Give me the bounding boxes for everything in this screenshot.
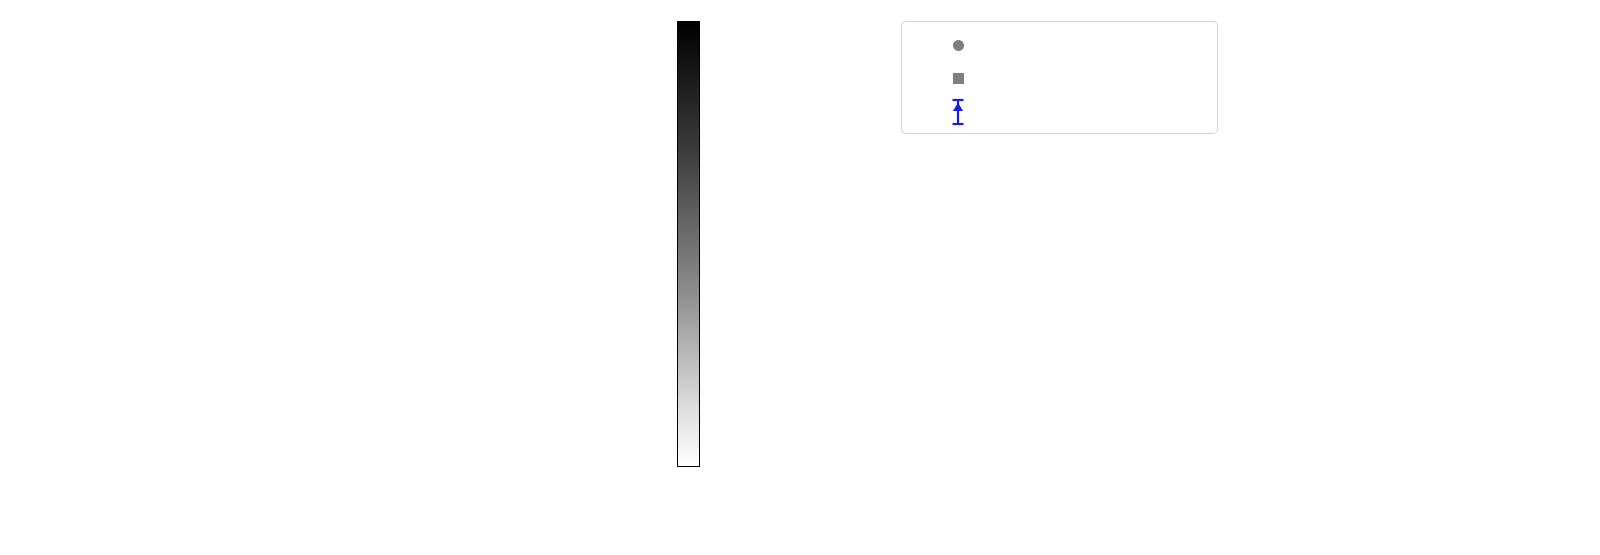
- colorbar: [677, 21, 700, 467]
- legend-item-peak: [902, 29, 1217, 62]
- legend-item-average: [902, 62, 1217, 95]
- circle-marker-icon: [942, 40, 974, 51]
- legend: [901, 21, 1218, 134]
- sky-map-image: [152, 20, 643, 467]
- triangle-errorbar-marker-icon: [942, 97, 974, 127]
- legend-item-this-study: [902, 95, 1217, 128]
- square-marker-icon: [942, 73, 974, 84]
